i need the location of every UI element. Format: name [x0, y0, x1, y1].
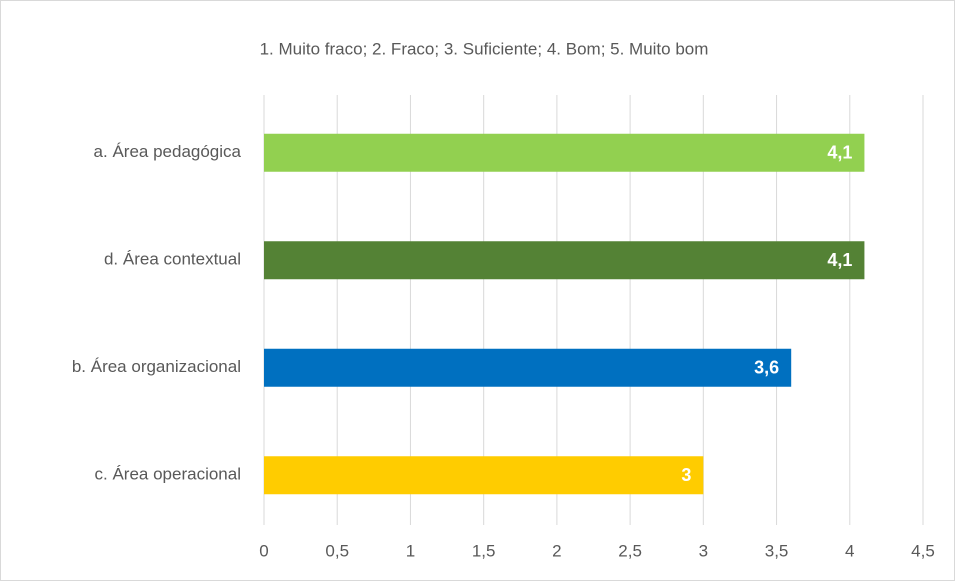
- bar: [264, 348, 792, 387]
- x-tick-label: 4,5: [911, 541, 935, 560]
- x-tick-label: 2: [552, 541, 561, 560]
- bar: [264, 241, 865, 280]
- data-label: 4,1: [827, 250, 852, 270]
- y-tick-label: d. Área contextual: [104, 250, 241, 269]
- x-tick-label: 4: [845, 541, 854, 560]
- x-tick-label: 3,5: [765, 541, 789, 560]
- bar: [264, 456, 704, 495]
- y-tick-label: b. Área organizacional: [72, 357, 241, 376]
- x-tick-label: 1,5: [472, 541, 496, 560]
- y-tick-label: c. Área operacional: [95, 465, 241, 484]
- chart-title: 1. Muito fraco; 2. Fraco; 3. Suficiente;…: [260, 39, 709, 58]
- y-tick-label: a. Área pedagógica: [94, 142, 242, 161]
- data-label: 3,6: [754, 358, 779, 378]
- x-tick-label: 0: [259, 541, 268, 560]
- x-tick-label: 3: [699, 541, 708, 560]
- data-label: 3: [681, 465, 691, 485]
- bar: [264, 133, 865, 172]
- x-tick-label: 1: [406, 541, 415, 560]
- x-tick-label: 0,5: [325, 541, 349, 560]
- data-label: 4,1: [827, 143, 852, 163]
- x-tick-label: 2,5: [618, 541, 642, 560]
